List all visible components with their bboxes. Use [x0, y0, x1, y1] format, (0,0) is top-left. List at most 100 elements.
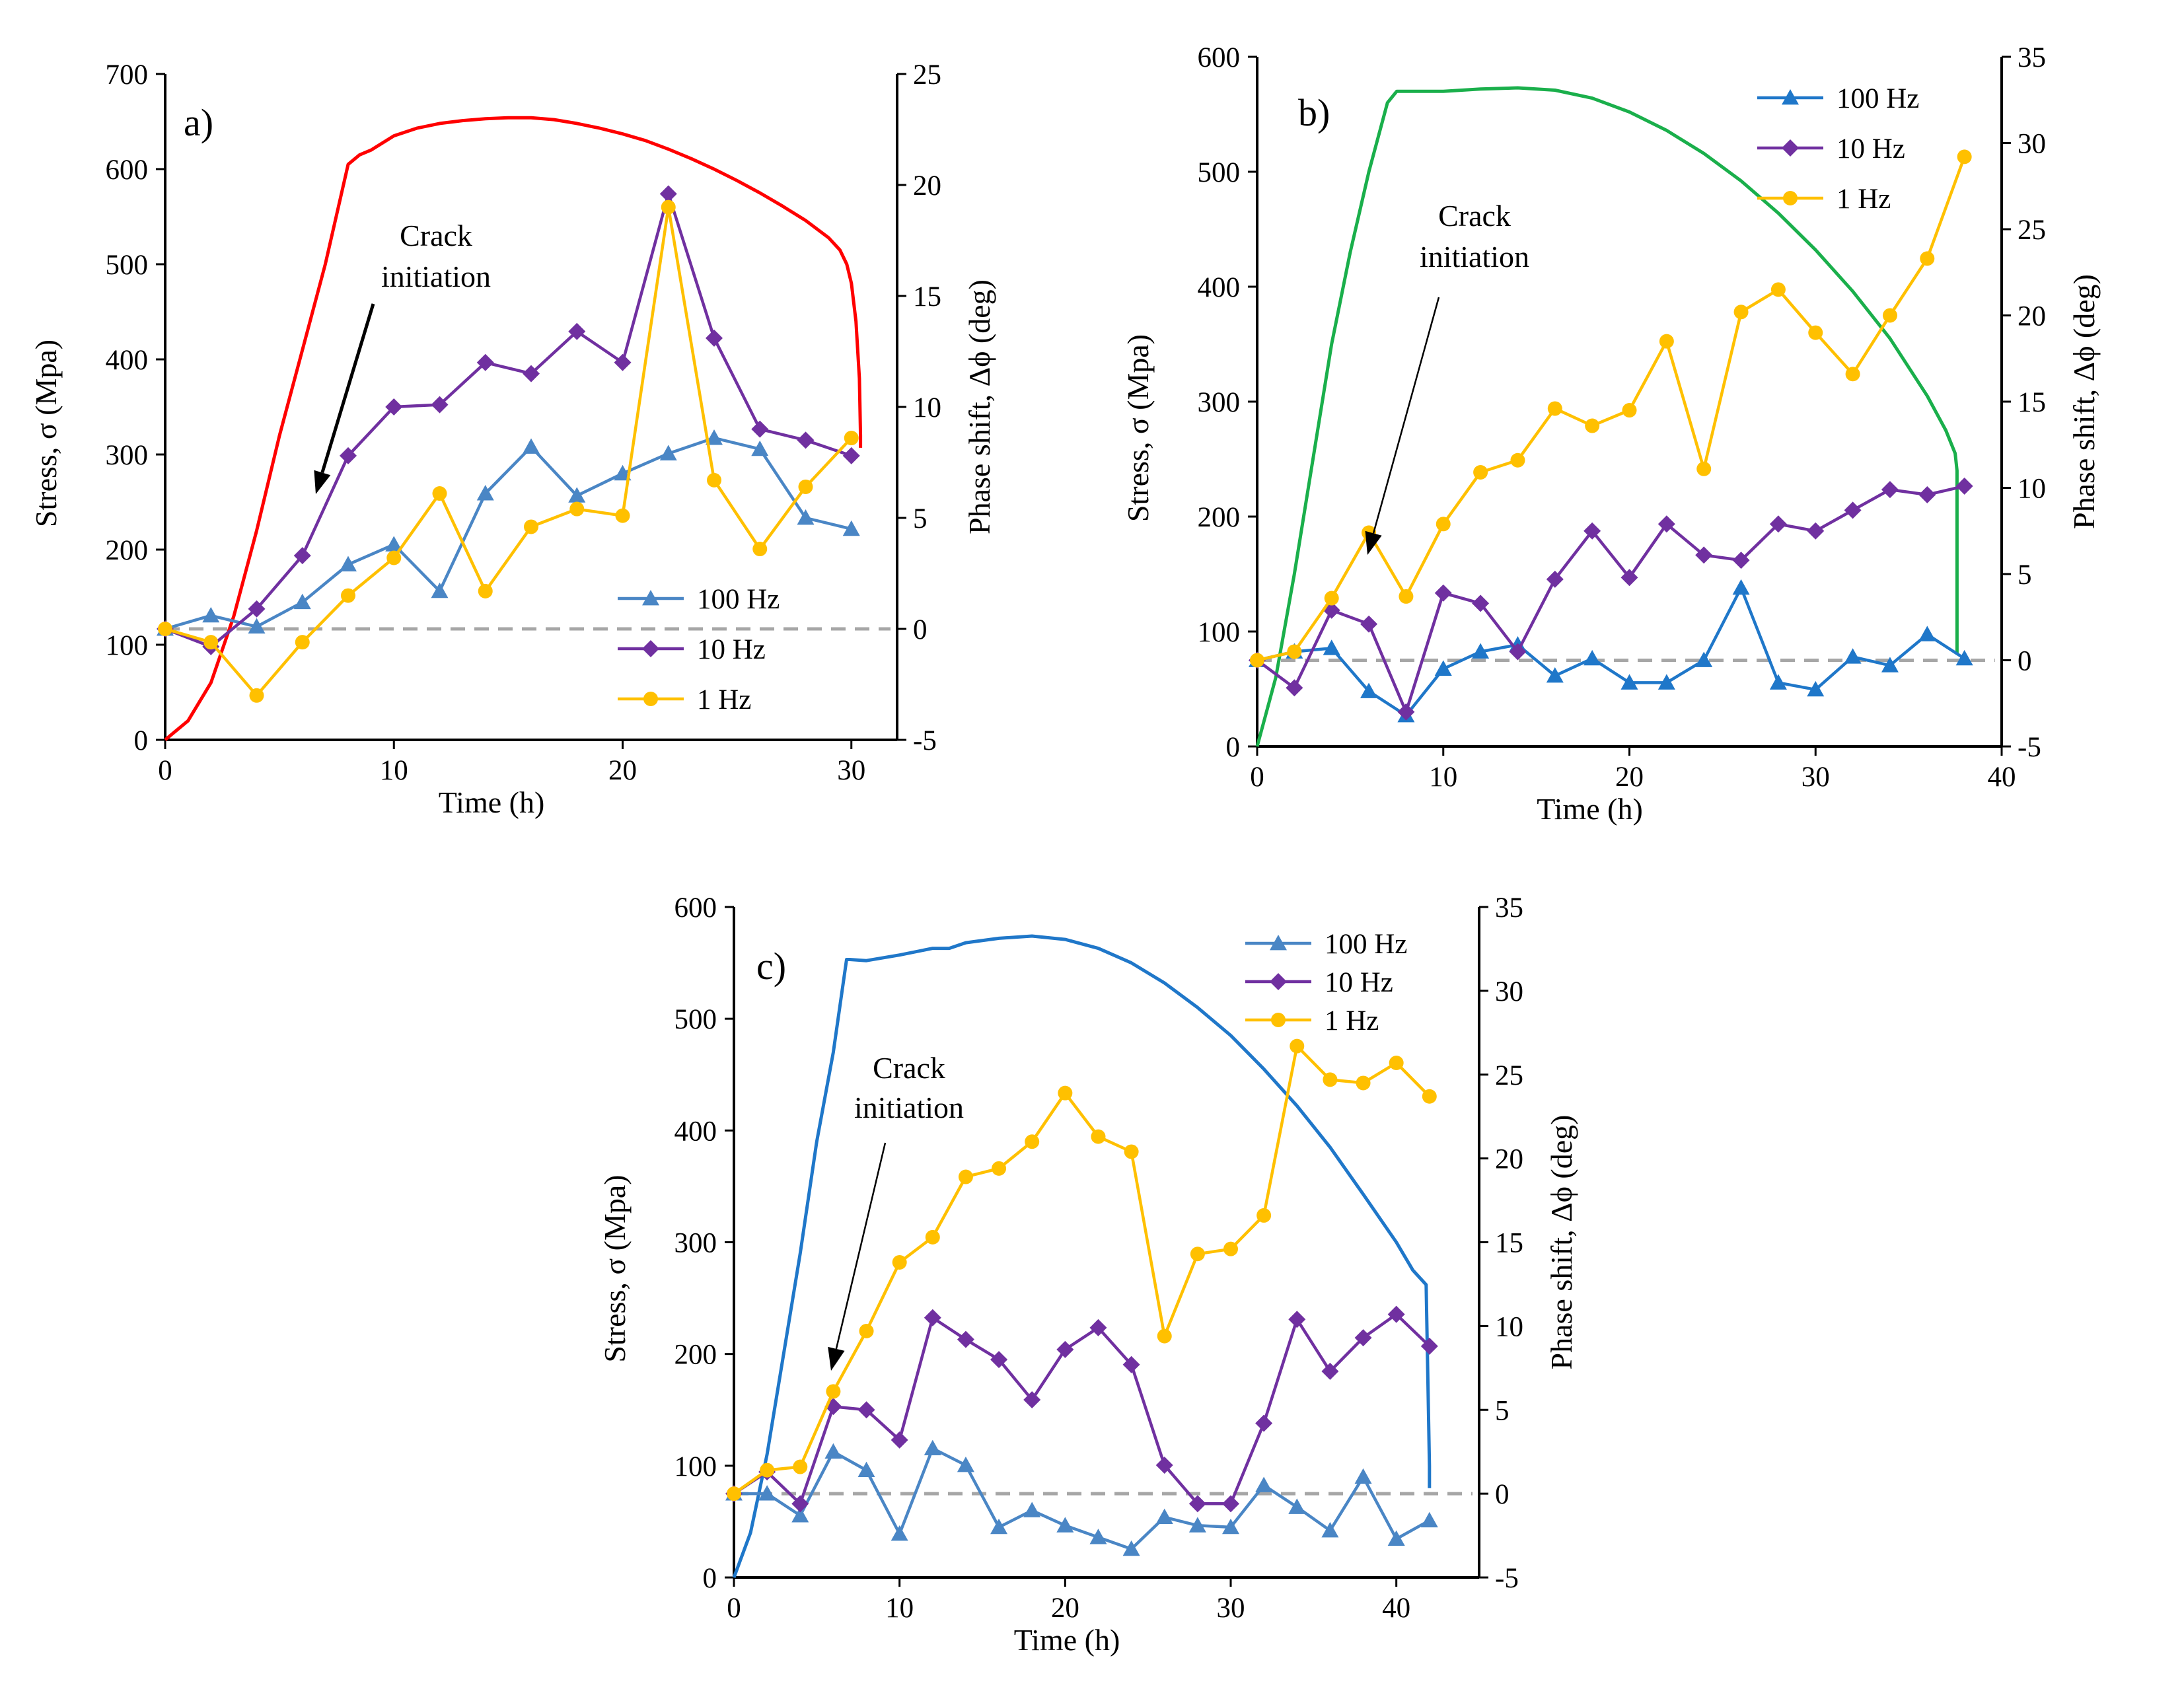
data-point [1188, 1517, 1206, 1533]
data-point [523, 365, 540, 382]
y2-tick-label: 25 [1495, 1060, 1523, 1091]
y-tick-label: 100 [1198, 617, 1241, 648]
data-point [1122, 1356, 1140, 1373]
data-point [1620, 569, 1638, 587]
data-point [1250, 653, 1264, 668]
data-point [826, 1384, 841, 1399]
data-point [524, 519, 538, 534]
data-point [1583, 522, 1601, 540]
legend-entry: 100 Hz [1757, 83, 1919, 114]
data-point [1288, 1311, 1306, 1328]
y2-tick-label: 5 [2018, 560, 2032, 591]
data-point [891, 1525, 908, 1541]
data-point [1056, 1517, 1074, 1533]
data-point [957, 1330, 974, 1348]
data-point [1387, 1530, 1405, 1546]
data-point [1696, 461, 1712, 476]
data-point [158, 622, 172, 636]
data-point [1188, 1495, 1206, 1513]
data-point [1472, 643, 1490, 659]
data-point [249, 688, 264, 703]
crack-initiation-arrow [1372, 297, 1440, 534]
series-10-hz [725, 1305, 1438, 1513]
y-tick-label: 400 [106, 345, 149, 376]
x-axis-title: Time (h) [1014, 1623, 1120, 1657]
legend-label: 100 Hz [697, 584, 780, 615]
x-tick-label: 40 [1988, 762, 2016, 793]
legend-swatch-marker [1783, 191, 1798, 205]
data-point [1807, 522, 1825, 540]
legend-swatch-marker [1271, 1013, 1286, 1027]
data-point [1256, 1208, 1272, 1223]
data-point [1324, 591, 1339, 606]
x-tick-label: 10 [1429, 762, 1457, 793]
y2-tick-label: 35 [2018, 42, 2046, 73]
y2-tick-label: 5 [913, 503, 928, 534]
annotation-line-1: Crack [1438, 199, 1511, 233]
series-1-hz [158, 199, 859, 703]
data-point [1695, 651, 1713, 667]
data-point [1155, 1456, 1173, 1474]
y-tick-label: 500 [106, 250, 149, 281]
series-10-hz [1249, 477, 1973, 721]
y-tick-label: 100 [674, 1451, 717, 1482]
x-tick-label: 20 [1615, 762, 1644, 793]
y-tick-label: 300 [674, 1228, 717, 1259]
y-tick-label: 600 [1198, 42, 1241, 73]
data-point [340, 447, 357, 464]
data-point [1695, 546, 1713, 564]
data-point [1732, 579, 1750, 595]
data-point [1622, 403, 1637, 418]
data-point [957, 1456, 974, 1472]
series-100-hz [725, 1439, 1438, 1556]
y2-axis-title: Phase shift, Δϕ (deg) [1545, 1115, 1578, 1370]
data-point [751, 420, 769, 438]
legend-swatch-marker [642, 640, 659, 657]
data-point [1397, 703, 1415, 721]
annotation-line-1: Crack [873, 1051, 945, 1085]
data-point [1058, 1085, 1073, 1101]
data-point [797, 431, 815, 449]
stress-curve [1255, 86, 1959, 747]
legend-swatch-marker [1782, 89, 1799, 105]
data-point [1155, 1508, 1173, 1525]
data-point [1360, 615, 1378, 633]
y2-tick-label: 10 [2018, 474, 2046, 505]
data-point [478, 583, 493, 598]
panel-label: c) [756, 945, 786, 988]
y2-tick-label: 20 [2018, 301, 2046, 332]
data-point [1420, 1337, 1438, 1355]
data-point [1732, 552, 1750, 569]
y2-tick-label: 35 [1495, 892, 1523, 924]
annotation-line-2: initiation [854, 1091, 964, 1124]
data-point [614, 464, 632, 481]
data-point [1881, 481, 1899, 499]
stress-curve [164, 116, 863, 741]
data-point [476, 485, 494, 501]
y-tick-label: 600 [106, 155, 149, 186]
data-point [1769, 674, 1787, 690]
data-point [797, 509, 815, 525]
data-point [925, 1229, 940, 1245]
data-point [1056, 1340, 1074, 1358]
y2-tick-label: -5 [2018, 732, 2041, 763]
data-point [1473, 465, 1488, 480]
data-point [958, 1169, 973, 1184]
data-point [706, 329, 723, 347]
crack-initiation-arrow [835, 1142, 887, 1350]
data-point [1023, 1391, 1041, 1409]
data-point [1845, 367, 1860, 382]
y-tick-label: 200 [674, 1340, 717, 1371]
y-tick-label: 500 [674, 1004, 717, 1035]
legend-entry: 10 Hz [1757, 133, 1905, 164]
data-point [1808, 325, 1823, 340]
y2-tick-label: 0 [2018, 646, 2032, 677]
y-tick-label: 700 [106, 59, 149, 91]
legend-entry: 10 Hz [1245, 967, 1393, 998]
data-point [1387, 1305, 1405, 1323]
legend-swatch-marker [1270, 935, 1287, 951]
data-point [431, 582, 449, 598]
y-tick-label: 200 [106, 535, 149, 566]
data-point [1547, 401, 1562, 416]
crack-initiation-arrowhead [314, 470, 331, 494]
